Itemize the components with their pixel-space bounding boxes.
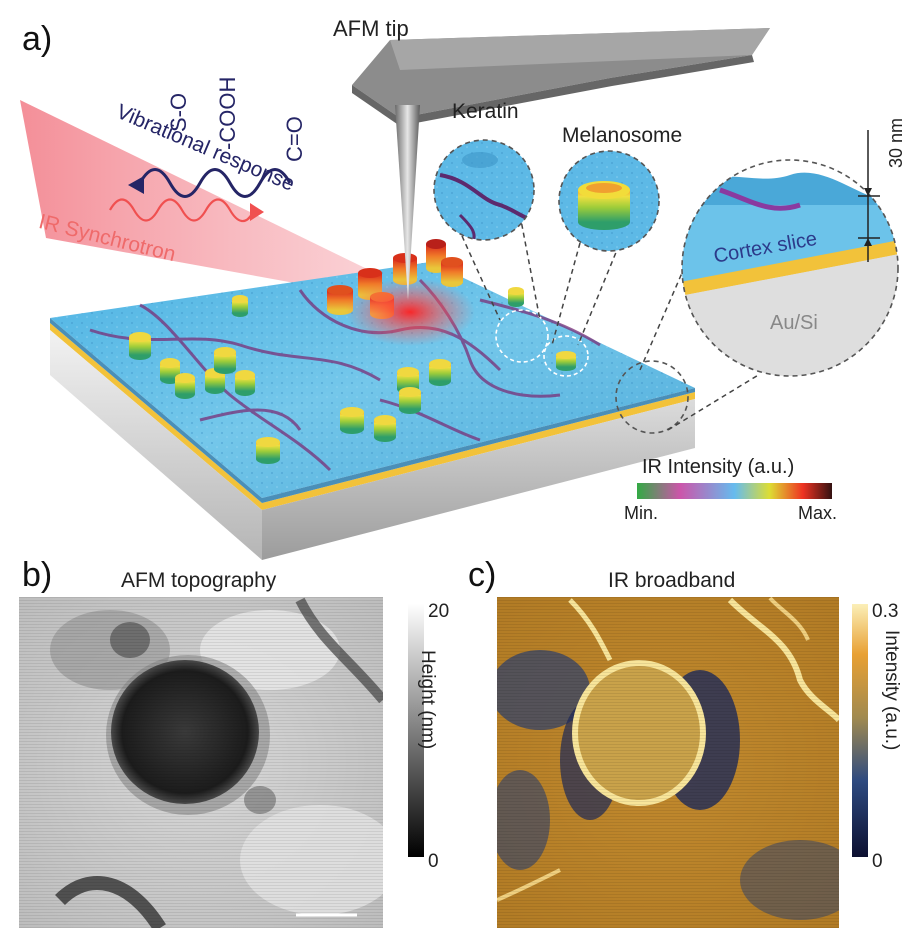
keratin-label: Keratin bbox=[452, 100, 519, 123]
group-cooh-label: -COOH bbox=[215, 76, 240, 150]
substrate-side-left bbox=[50, 330, 262, 560]
cross-section-inset bbox=[682, 160, 898, 376]
ir-colorbar-title: IR Intensity (a.u.) bbox=[642, 456, 795, 478]
afm-tip-label: AFM tip bbox=[333, 16, 409, 41]
height-colorbar bbox=[408, 604, 424, 857]
vibrational-arrow bbox=[128, 176, 144, 194]
ir-colorbar bbox=[637, 483, 832, 499]
intensity-colorbar bbox=[852, 604, 868, 857]
melanosome-inset bbox=[559, 151, 659, 251]
panel-b-label: b) bbox=[22, 556, 53, 594]
cross-section-marker bbox=[615, 360, 689, 434]
height-colorbar-max: 20 bbox=[428, 601, 450, 622]
panel-b-title: AFM topography bbox=[121, 569, 277, 592]
thickness-label: 30 nm bbox=[886, 117, 905, 168]
ir-colorbar-max: Max. bbox=[798, 503, 838, 523]
height-colorbar-min: 0 bbox=[428, 851, 439, 872]
panel-a-label: a) bbox=[22, 20, 53, 58]
ir-arrow bbox=[250, 203, 264, 221]
group-co-label: C=O bbox=[282, 116, 307, 162]
melanosome-region-marker bbox=[543, 335, 589, 377]
keratin-region-marker bbox=[495, 309, 549, 363]
ir-wave bbox=[109, 198, 253, 223]
vibrational-wave bbox=[138, 168, 292, 198]
group-so-label: S-O bbox=[166, 92, 191, 132]
afm-tip-cone bbox=[395, 105, 420, 300]
ir-broadband-image bbox=[497, 597, 839, 928]
intensity-colorbar-max: 0.3 bbox=[872, 601, 899, 622]
afm-topography-image bbox=[19, 597, 383, 928]
ir-beam bbox=[20, 100, 402, 302]
substrate-label: Au/Si bbox=[770, 312, 818, 334]
melanosome-label: Melanosome bbox=[562, 124, 683, 147]
intensity-colorbar-label: Intensity (a.u.) bbox=[881, 630, 902, 751]
keratin-inset bbox=[434, 140, 534, 240]
height-colorbar-label: Height (nm) bbox=[417, 650, 438, 750]
panel-c-title: IR broadband bbox=[608, 569, 736, 592]
panel-c-label: c) bbox=[468, 556, 497, 594]
thickness-scale bbox=[858, 130, 880, 262]
intensity-colorbar-min: 0 bbox=[872, 851, 883, 872]
ir-hotspot bbox=[345, 278, 475, 346]
ir-colorbar-min: Min. bbox=[624, 503, 659, 523]
substrate-side-right bbox=[262, 399, 695, 560]
